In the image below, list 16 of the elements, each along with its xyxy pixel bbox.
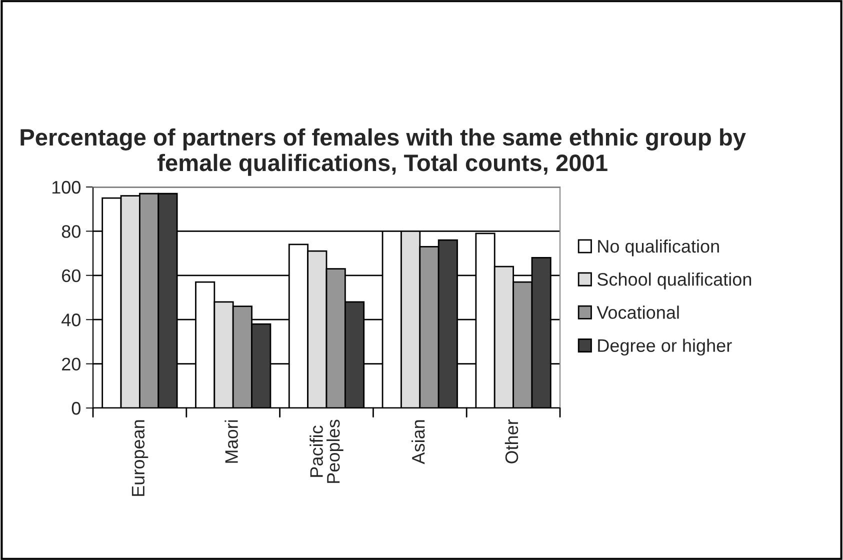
legend-label: School qualification [597, 272, 752, 290]
legend-label: Degree or higher [598, 338, 732, 356]
chart-title: Percentage of partners of females with the same ethnic group by female qualifications, Total counts, 2001 [20, 128, 746, 176]
x-tick-label: Pacific Peoples [310, 420, 344, 483]
x-tick-label: Asian [411, 420, 425, 464]
y-tick-label: 40 [62, 314, 80, 326]
y-tick-label: 60 [62, 269, 80, 282]
legend-label: No qualification [598, 239, 719, 256]
y-tick-label: 100 [52, 180, 80, 194]
y-tick-label: 20 [62, 358, 80, 371]
x-tick-label: Other [504, 419, 518, 464]
y-tick-label: 0 [72, 402, 80, 415]
y-tick-label: 80 [62, 225, 80, 238]
x-tick-label: Maori [224, 420, 238, 463]
legend-label: Vocational [596, 306, 679, 319]
x-tick-label: European [132, 420, 148, 496]
